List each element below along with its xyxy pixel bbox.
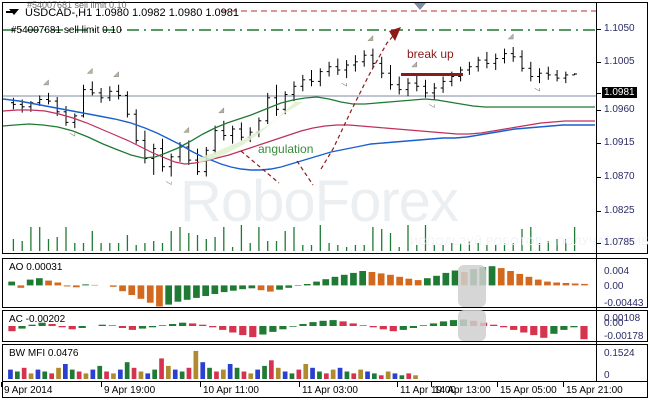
price-axis-tick xyxy=(596,110,601,111)
price-axis-tick xyxy=(596,62,601,63)
price-axis-tick xyxy=(596,93,601,94)
time-axis[interactable] xyxy=(2,382,648,398)
time-axis-label: 15 Apr 21:00 xyxy=(566,385,623,396)
time-axis-label: 14 Apr 13:00 xyxy=(434,385,491,396)
price-chart-pane[interactable]: #54007681 sell limit 0.10 USDCAD-,H1 1.0… xyxy=(2,0,648,254)
price-axis-label: 1.1050 xyxy=(604,23,635,34)
angulation-annotation: angulation xyxy=(258,142,314,156)
ao-axis-label: 0.00 xyxy=(604,281,624,292)
fractal-markers-group xyxy=(42,33,540,185)
current-price-label: 1.0981 xyxy=(602,87,637,98)
time-axis-tick xyxy=(101,382,102,387)
ma-slow-green-line xyxy=(3,96,595,159)
ao-axis-label: 0.004 xyxy=(604,266,630,277)
projection-arrow-head xyxy=(389,27,401,41)
chart-marker-triangle-icon xyxy=(414,3,426,10)
ac-label: AC -0.00202 xyxy=(9,314,66,325)
time-axis-tick xyxy=(299,382,300,387)
bw-mfi-pane[interactable]: BW MFI 0.0476 xyxy=(2,344,648,382)
symbol-dash-icon xyxy=(6,11,12,13)
ma-mid-crimson-line xyxy=(3,109,595,165)
ao-label: AO 0.00031 xyxy=(9,262,63,273)
price-axis-separator xyxy=(596,2,597,382)
time-axis-label: 10 Apr 11:00 xyxy=(203,385,259,396)
awesome-oscillator-pane[interactable]: AO 0.00031 xyxy=(2,258,648,308)
price-axis-tick xyxy=(596,143,601,144)
time-axis-tick xyxy=(1,382,2,387)
time-axis-tick xyxy=(497,382,498,387)
price-axis-tick xyxy=(596,177,601,178)
cursor-overlay-ac xyxy=(458,310,486,341)
price-axis-label: 1.0825 xyxy=(604,205,635,216)
time-axis-tick xyxy=(200,382,201,387)
cursor-overlay-ao xyxy=(458,265,486,307)
price-axis-label: 1.0960 xyxy=(604,104,635,115)
time-axis-tick xyxy=(563,382,564,387)
time-axis-label: 11 Apr 19:00 xyxy=(400,385,456,396)
symbol-period-quote: USDCAD-,H1 1.0980 1.0982 1.0980 1.0981 xyxy=(25,7,240,19)
price-axis-tick xyxy=(596,243,601,244)
price-axis-label: 1.0870 xyxy=(604,171,635,182)
mfi-axis-label: 0.1524 xyxy=(604,348,635,359)
time-axis-label: 9 Apr 2014 xyxy=(4,385,53,396)
time-axis-label: 9 Apr 19:00 xyxy=(104,385,156,396)
volume-bars-group xyxy=(12,225,576,251)
roboforex-watermark-subtitle: ИСПОЛЬЗУЙ РОБОТОВ – ПОЛУЧАЙ ПРИБЫЛЬ xyxy=(410,236,650,248)
order-ticket-line: #54007681 sell limit 0.10 xyxy=(11,25,122,36)
ma-fast-blue-line xyxy=(3,98,595,171)
price-axis-label: 1.0915 xyxy=(604,137,635,148)
price-plot-area[interactable] xyxy=(3,3,647,253)
projection-path xyxy=(240,28,400,186)
ac-plot-area xyxy=(8,319,588,340)
angulation-zone xyxy=(198,102,303,163)
price-axis-label: 1.1005 xyxy=(604,56,635,67)
ac-axis-label: 0.00 xyxy=(604,318,624,329)
price-axis-tick xyxy=(596,211,601,212)
break-up-resistance-line xyxy=(401,73,463,76)
mfi-axis-label: 0 xyxy=(604,370,610,381)
mfi-plot-area xyxy=(8,350,418,379)
price-axis-tick xyxy=(596,29,601,30)
price-axis-label: 1.0785 xyxy=(604,237,635,248)
collapse-triangle-icon[interactable] xyxy=(9,9,19,15)
ao-plot-area xyxy=(8,266,588,307)
ohlc-bars-group xyxy=(11,47,577,177)
break-up-annotation: break up xyxy=(407,47,454,61)
accelerator-oscillator-pane[interactable]: AC -0.00202 xyxy=(2,310,648,342)
time-axis-tick xyxy=(431,382,432,387)
ac-axis-label: 0.00108 xyxy=(604,313,641,324)
ao-axis-label: -0.00443 xyxy=(604,298,644,309)
roboforex-watermark: RoboForex xyxy=(180,169,459,234)
time-axis-tick xyxy=(397,382,398,387)
ghost-order-line: #54007681 sell limit 0.10 xyxy=(27,0,127,10)
time-axis-label: 15 Apr 05:00 xyxy=(500,385,557,396)
mfi-label: BW MFI 0.0476 xyxy=(9,348,79,359)
ac-axis-label: -0.00178 xyxy=(604,331,644,342)
time-axis-label: 11 Apr 03:00 xyxy=(302,385,358,396)
